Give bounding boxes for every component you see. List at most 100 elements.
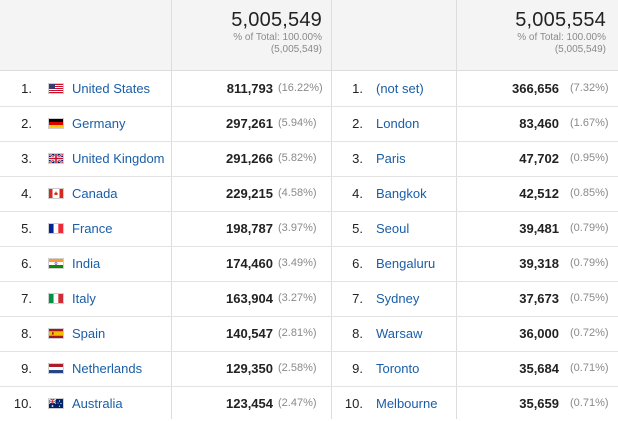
city-percent: (1.67%): [570, 117, 609, 129]
country-value: 129,350: [226, 361, 273, 376]
city-link[interactable]: Sydney: [376, 291, 420, 306]
it-flag-icon: [48, 293, 64, 304]
country-percent: (3.27%): [278, 292, 317, 304]
country-link[interactable]: Canada: [72, 186, 118, 201]
row-index: 9.: [352, 361, 363, 376]
city-value: 39,481: [519, 221, 559, 236]
country-percent: (3.49%): [278, 257, 317, 269]
us-flag-icon: [48, 83, 64, 94]
column-divider: [456, 0, 457, 419]
city-link[interactable]: Seoul: [376, 221, 410, 236]
row-index: 4.: [21, 186, 32, 201]
table-row: 6. India 174,460 (3.49%) 6. Bengaluru 39,318 (0…: [0, 246, 618, 282]
country-percent: (4.58%): [278, 187, 317, 199]
row-index: 6.: [21, 256, 32, 271]
es-flag-icon: [48, 328, 64, 339]
country-total-absolute: (5,005,549): [270, 44, 322, 55]
row-index: 8.: [352, 326, 363, 341]
city-total-value: 5,005,554: [515, 9, 606, 31]
country-percent: (2.47%): [278, 397, 317, 409]
country-link[interactable]: United States: [72, 81, 151, 96]
city-link[interactable]: (not set): [376, 81, 424, 96]
country-value: 198,787: [226, 221, 273, 236]
row-index: 1.: [21, 81, 32, 96]
country-value: 297,261: [226, 116, 273, 131]
country-link[interactable]: France: [72, 221, 113, 236]
country-value: 123,454: [226, 396, 273, 411]
city-value: 36,000: [519, 326, 559, 341]
city-value: 47,702: [519, 151, 559, 166]
country-link[interactable]: Spain: [72, 326, 106, 341]
city-value: 37,673: [519, 291, 559, 306]
row-index: 4.: [352, 186, 363, 201]
table-row: 7. Italy 163,904 (3.27%) 7. Sydney 37,673 (0.75…: [0, 281, 618, 317]
row-index: 2.: [21, 116, 32, 131]
country-value: 291,266: [226, 151, 273, 166]
nl-flag-icon: [48, 363, 64, 374]
row-index: 1.: [352, 81, 363, 96]
row-index: 10.: [13, 396, 32, 411]
country-percent: (3.97%): [278, 222, 317, 234]
city-percent: (0.79%): [570, 257, 609, 269]
row-index: 3.: [21, 151, 32, 166]
city-value: 83,460: [519, 116, 559, 131]
city-link[interactable]: Toronto: [376, 361, 420, 376]
city-total-percent: % of Total: 100.00%: [517, 32, 606, 43]
city-link[interactable]: Paris: [376, 151, 406, 166]
table-row: 2. Germany 297,261 (5.94%) 2. London 83,460 (1.…: [0, 106, 618, 142]
fr-flag-icon: [48, 223, 64, 234]
table-row: 10. Australia 123,454 (2.47%) 10. Melbourne 35…: [0, 386, 618, 421]
city-percent: (7.32%): [570, 82, 609, 94]
row-index: 2.: [352, 116, 363, 131]
city-percent: (0.71%): [570, 362, 609, 374]
in-flag-icon: [48, 258, 64, 269]
row-index: 3.: [352, 151, 363, 166]
city-percent: (0.72%): [570, 327, 609, 339]
city-link[interactable]: Warsaw: [376, 326, 423, 341]
row-index: 10.: [344, 396, 363, 411]
country-link[interactable]: Netherlands: [72, 361, 143, 376]
city-value: 366,656: [512, 81, 559, 96]
gb-flag-icon: [48, 153, 64, 164]
table-row: 4. Canada 229,215 (4.58%) 4. Bangkok 42,512 (0.…: [0, 176, 618, 212]
country-percent: (16.22%): [278, 82, 323, 94]
country-link[interactable]: India: [72, 256, 101, 271]
city-link[interactable]: Bengaluru: [376, 256, 436, 271]
city-link[interactable]: London: [376, 116, 420, 131]
country-percent: (5.94%): [278, 117, 317, 129]
column-divider: [171, 0, 172, 419]
table-row: 1. United States 811,793 (16.22%) 1. (not set…: [0, 71, 618, 107]
country-link[interactable]: Germany: [72, 116, 126, 131]
city-value: 35,659: [519, 396, 559, 411]
country-total-value: 5,005,549: [231, 9, 322, 31]
au-flag-icon: [48, 398, 64, 409]
row-index: 6.: [352, 256, 363, 271]
country-link[interactable]: United Kingdom: [72, 151, 165, 166]
row-index: 9.: [21, 361, 32, 376]
row-index: 5.: [352, 221, 363, 236]
city-percent: (0.79%): [570, 222, 609, 234]
city-link[interactable]: Melbourne: [376, 396, 438, 411]
city-percent: (0.75%): [570, 292, 609, 304]
country-value: 140,547: [226, 326, 273, 341]
city-percent: (0.71%): [570, 397, 609, 409]
country-percent: (2.81%): [278, 327, 317, 339]
country-percent: (5.82%): [278, 152, 317, 164]
city-total: 5,005,554 % of Total: 100.00% (5,005,549…: [466, 8, 606, 56]
ca-flag-icon: [48, 188, 64, 199]
country-percent: (2.58%): [278, 362, 317, 374]
city-value: 42,512: [519, 186, 559, 201]
country-total-percent: % of Total: 100.00%: [233, 32, 322, 43]
city-link[interactable]: Bangkok: [376, 186, 427, 201]
country-value: 229,215: [226, 186, 273, 201]
country-link[interactable]: Italy: [72, 291, 96, 306]
table-row: 8. Spain 140,547 (2.81%) 8. Warsaw 36,000 (0.72…: [0, 316, 618, 352]
country-value: 174,460: [226, 256, 273, 271]
country-total: 5,005,549 % of Total: 100.00% (5,005,549…: [180, 8, 322, 56]
column-divider: [331, 0, 332, 419]
country-link[interactable]: Australia: [72, 396, 123, 411]
table-row: 9. Netherlands 129,350 (2.58%) 9. Toronto 35,6…: [0, 351, 618, 387]
table-row: 3. United Kingdom 291,266 (5.82%) 3. Paris 47,…: [0, 141, 618, 177]
de-flag-icon: [48, 118, 64, 129]
